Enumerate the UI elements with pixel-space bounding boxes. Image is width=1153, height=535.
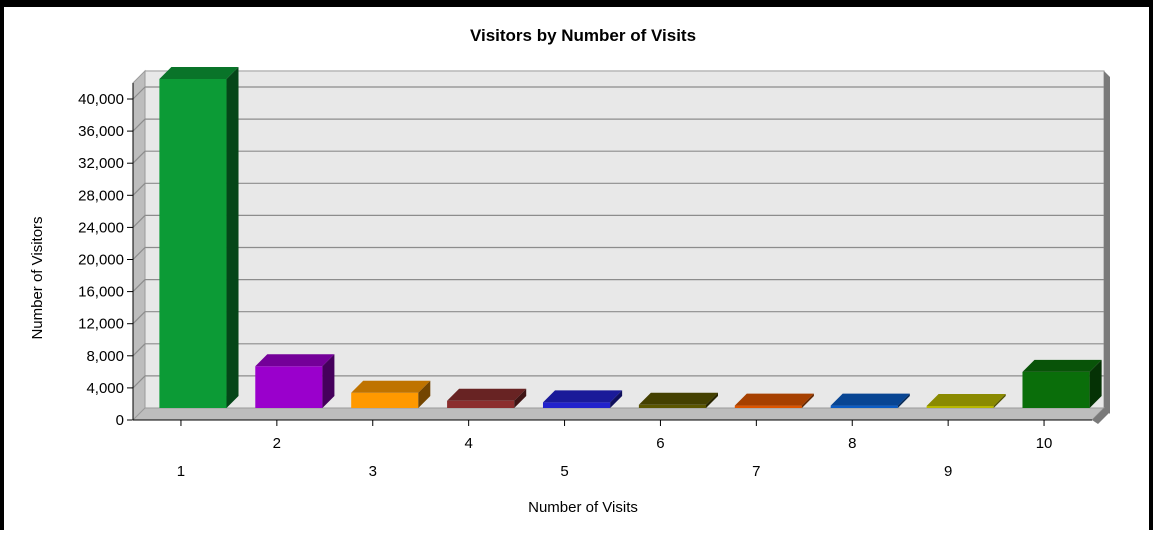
chart-title: Visitors by Number of Visits (470, 26, 696, 45)
bar (159, 79, 226, 408)
y-tick-label: 0 (116, 412, 124, 429)
bar (543, 402, 610, 408)
bar-top (543, 390, 622, 402)
y-tick-label: 12,000 (78, 316, 124, 333)
x-tick-label: 3 (369, 463, 377, 480)
left-wall (133, 71, 145, 420)
back-wall-shadow (1104, 71, 1110, 414)
y-tick-label: 16,000 (78, 284, 124, 301)
x-tick-label: 1 (177, 463, 185, 480)
y-tick-label: 8,000 (86, 348, 124, 365)
bar-side (227, 67, 239, 408)
bar-top (831, 394, 910, 406)
bar-top (735, 394, 814, 406)
x-tick-label: 5 (560, 463, 568, 480)
bar-top (639, 393, 718, 405)
bar-top (1022, 360, 1101, 372)
bar (255, 366, 322, 408)
bar-chart: Visitors by Number of Visits 0 4,000 8,000… (4, 7, 1149, 530)
x-tick-label: 8 (848, 435, 856, 452)
floor (133, 408, 1104, 420)
bar-top (447, 389, 526, 401)
y-tick-label: 32,000 (78, 155, 124, 172)
y-axis-label: Number of Visitors (29, 216, 46, 339)
bar-top (351, 381, 430, 393)
bar-top (927, 394, 1006, 406)
y-tick-label: 24,000 (78, 219, 124, 236)
bar-top (255, 354, 334, 366)
x-tick-label: 7 (752, 463, 760, 480)
x-tick-label: 2 (273, 435, 281, 452)
y-tick-label: 36,000 (78, 123, 124, 140)
x-tick-label: 4 (464, 435, 472, 452)
x-axis-label: Number of Visits (528, 499, 638, 516)
bar (447, 401, 514, 408)
bar (639, 405, 706, 408)
bar-top (159, 67, 238, 79)
plot-area: 0 4,000 8,000 12,000 16,000 20,000 24,000 28,00… (78, 67, 1110, 480)
x-tick-label: 6 (656, 435, 664, 452)
y-tick-label: 40,000 (78, 91, 124, 108)
y-tick-label: 28,000 (78, 187, 124, 204)
x-tick-label: 10 (1036, 435, 1053, 452)
bar (351, 393, 418, 408)
bar (735, 406, 802, 408)
bar (1022, 372, 1089, 408)
bar (927, 406, 994, 408)
y-tick-label: 4,000 (86, 380, 124, 397)
y-tick-label: 20,000 (78, 252, 124, 269)
bar (831, 406, 898, 408)
x-tick-label: 9 (944, 463, 952, 480)
